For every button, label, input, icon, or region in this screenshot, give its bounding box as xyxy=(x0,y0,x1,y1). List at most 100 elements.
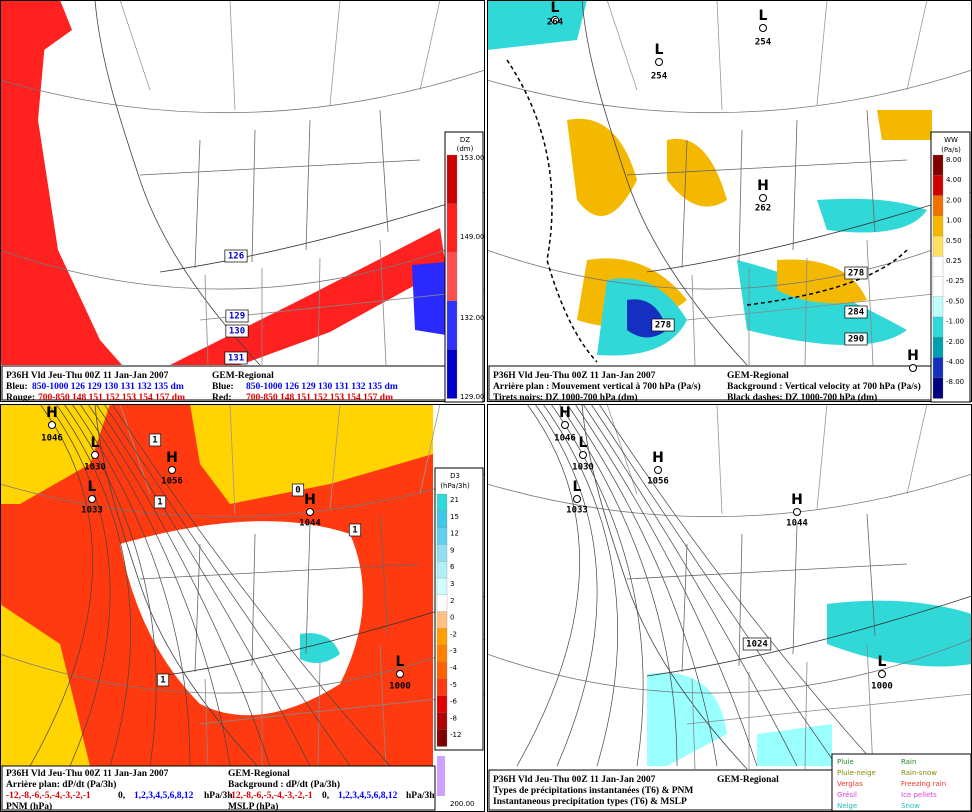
caption-text: GEM-Regional xyxy=(727,371,789,381)
colorbar-tick-label: 2 xyxy=(450,597,454,605)
field-area xyxy=(190,404,433,504)
colorbar-tick-label: -0.25 xyxy=(946,277,964,285)
colorbar-tick-label: 0.25 xyxy=(946,257,962,265)
center-value: 1033 xyxy=(566,506,588,516)
contour-label-box xyxy=(348,523,362,537)
caption-text: P36H Vld Jeu-Thu 00Z 11 Jan-Jan 2007 xyxy=(6,769,169,779)
isobar xyxy=(582,403,798,767)
colorbar-cell xyxy=(436,628,448,646)
contour-label: 1 xyxy=(157,498,162,508)
colorbar-cell xyxy=(436,695,448,714)
caption-text: GEM-Regional xyxy=(228,769,290,779)
contour-label-box xyxy=(224,249,248,263)
isobar xyxy=(63,403,157,767)
isobar xyxy=(47,403,111,767)
legend-entry: Pluie-neige xyxy=(837,769,876,777)
caption-text: MSLP (hPa) xyxy=(228,801,278,812)
contour-label: 130 xyxy=(229,327,245,337)
center-value: 254 xyxy=(755,38,772,48)
contour-label: 278 xyxy=(848,269,864,279)
contour-label: 131 xyxy=(228,354,244,364)
colorbar-tick-label: 12 xyxy=(450,530,459,538)
colorbar-cell xyxy=(932,316,944,338)
isobar xyxy=(55,403,132,767)
center-letter: H xyxy=(46,405,58,421)
contour-label: 284 xyxy=(848,308,865,318)
colorbar-cell xyxy=(446,349,458,399)
colorbar-title: (dm) xyxy=(457,145,474,153)
caption-text: Blue: xyxy=(212,382,234,392)
center-symbol xyxy=(759,194,767,202)
center-letter: L xyxy=(551,0,560,16)
colorbar-cell xyxy=(932,235,944,257)
panel-background xyxy=(487,0,972,402)
contour-label-box xyxy=(291,483,305,497)
caption-text: 850-1000 126 129 130 131 132 135 dm xyxy=(246,382,398,392)
legend-entry: Ice pellets xyxy=(901,791,937,799)
legend-entry: Verglas xyxy=(837,780,863,788)
contour-label: 129 xyxy=(229,312,245,322)
center-letter: L xyxy=(759,8,768,24)
field-area xyxy=(817,198,927,233)
colorbar-cell xyxy=(446,252,458,302)
colorbar-title: DZ xyxy=(460,136,470,144)
field-area xyxy=(827,600,972,667)
contour-label: 1 xyxy=(152,436,157,446)
contour-label: 1 xyxy=(160,676,165,686)
center-value: 254 xyxy=(651,72,668,82)
field-area xyxy=(777,259,867,304)
field-area xyxy=(757,724,832,766)
center-symbol xyxy=(551,16,559,24)
center-symbol xyxy=(909,364,917,372)
isobar xyxy=(574,403,758,767)
colorbar-tick-label: 4.00 xyxy=(946,176,962,184)
caption-text: Background : dP/dt (Pa/3h) xyxy=(228,779,340,790)
center-value: 262 xyxy=(755,204,771,214)
colorbar-cell xyxy=(436,661,448,680)
caption-text: 850-1000 126 129 130 131 132 135 dm xyxy=(32,382,184,392)
colorbar-tick-label: 3 xyxy=(450,580,454,588)
colorbar-cell xyxy=(932,195,944,217)
colorbar-cell xyxy=(436,645,448,663)
center-value: 264 xyxy=(547,18,564,28)
field-area xyxy=(877,110,932,140)
colorbar-tick-label: -6 xyxy=(450,698,458,706)
center-symbol xyxy=(561,421,569,429)
center-value: 1044 xyxy=(299,519,321,529)
colorbar-cell xyxy=(436,510,448,529)
contour-label-box xyxy=(153,495,167,509)
colorbar-tick-label: -3 xyxy=(450,647,457,655)
colorbar-cell xyxy=(436,594,448,613)
center-letter: L xyxy=(878,654,887,670)
center-letter: H xyxy=(166,450,178,466)
isobar xyxy=(566,403,718,767)
colorbar-tick-label: 0.50 xyxy=(946,237,962,245)
center-letter: H xyxy=(907,348,919,364)
center-symbol xyxy=(759,24,767,32)
colorbar-tick-label: 1.00 xyxy=(946,217,962,225)
center-letter: H xyxy=(757,178,769,194)
center-letter: L xyxy=(655,42,664,58)
isobar xyxy=(598,403,878,767)
colorbar-tick-label: 9 xyxy=(450,546,454,554)
contour-label-box xyxy=(742,637,772,651)
colorbar-tick-label: 153.00 xyxy=(460,154,485,162)
contour-label: 126 xyxy=(228,252,244,262)
caption-text: 1,2,3,4,5,6,8,12 xyxy=(338,791,398,801)
colorbar-cell xyxy=(932,276,944,298)
center-letter: H xyxy=(304,492,316,508)
center-letter: L xyxy=(396,654,405,670)
caption-text: -12,-8,-6,-5,-4,-3,-2,-1 xyxy=(228,791,313,801)
legend-entry: Neige xyxy=(837,802,857,810)
contour-label-box xyxy=(844,305,868,319)
caption-text: hPa/3h xyxy=(406,791,435,801)
caption-text: Rouge: xyxy=(6,393,35,403)
center-symbol xyxy=(88,495,96,503)
isobar xyxy=(71,403,191,767)
center-symbol xyxy=(168,466,176,474)
caption-text: -12,-8,-6,-5,-4,-3,-2,-1 xyxy=(6,791,91,801)
center-value: 1056 xyxy=(647,477,669,487)
center-value: 1044 xyxy=(786,519,808,529)
center-value: 1046 xyxy=(554,434,576,444)
